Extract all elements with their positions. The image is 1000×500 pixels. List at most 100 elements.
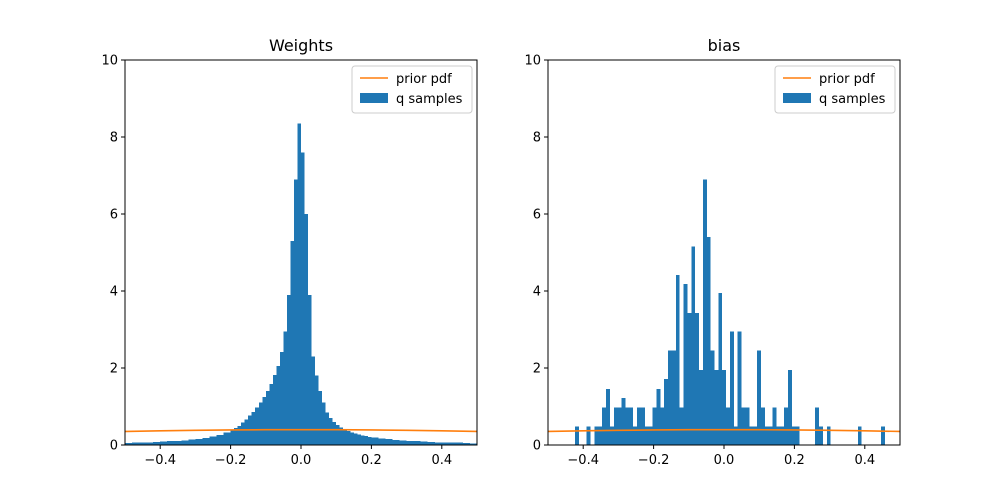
histogram-bar: [714, 369, 719, 445]
histogram-bar: [364, 436, 368, 445]
x-tick-label: −0.4: [567, 453, 599, 468]
histogram-bar: [660, 407, 665, 445]
histogram-bar: [629, 407, 634, 445]
histogram-bar: [462, 443, 470, 445]
histogram-bar: [656, 389, 661, 445]
histogram-bar: [613, 407, 618, 445]
histogram-bar: [675, 274, 680, 445]
histogram-bar: [153, 441, 161, 445]
histogram-bar: [325, 412, 330, 445]
histogram-bar: [279, 351, 284, 445]
histogram-bar: [772, 407, 777, 445]
histogram-bar: [318, 391, 323, 445]
histogram-bar: [241, 422, 245, 445]
histogram-bar: [392, 439, 400, 445]
y-tick-label: 8: [533, 131, 541, 146]
histogram-bar: [760, 407, 765, 445]
histogram-bar: [202, 438, 210, 445]
histogram-bar: [633, 426, 638, 445]
histogram-bar: [339, 427, 344, 445]
histogram-bar: [346, 431, 351, 445]
histogram-bar: [301, 152, 305, 445]
histogram-bar: [819, 426, 823, 445]
legend-label-prior-pdf: prior pdf: [396, 72, 452, 87]
histogram-bar: [258, 402, 263, 445]
y-tick-label: 10: [101, 54, 118, 69]
x-tick-label: 0.0: [714, 453, 735, 468]
histogram-bar: [420, 441, 428, 445]
histogram-bar: [586, 426, 591, 445]
histogram-bar: [857, 426, 862, 445]
histogram-bar: [139, 442, 147, 445]
histogram-bar: [209, 436, 217, 445]
chart-title: bias: [708, 36, 741, 55]
x-tick-label: −0.2: [215, 453, 247, 468]
histogram-bar: [230, 430, 235, 445]
legend-label-q-samples: q samples: [819, 92, 886, 107]
histogram-bar: [234, 428, 238, 445]
histogram-bar: [699, 369, 703, 445]
histogram-bar: [757, 350, 761, 445]
histogram-bar: [753, 426, 758, 445]
histogram-bar: [276, 366, 280, 445]
histogram-bar: [360, 435, 365, 445]
histogram-bar: [434, 442, 442, 445]
histogram-bar: [290, 240, 294, 445]
histogram-bar: [181, 440, 189, 445]
histogram-bar: [664, 378, 669, 445]
histogram-bar: [146, 442, 154, 445]
y-tick-label: 0: [110, 439, 118, 454]
histogram-bar: [644, 426, 649, 445]
x-tick-label: 0.4: [431, 453, 452, 468]
histogram-bar: [385, 439, 393, 445]
histogram-bar: [272, 374, 277, 445]
histogram-bar: [671, 350, 676, 445]
histogram-bar: [625, 407, 630, 445]
histogram-bar: [648, 426, 653, 445]
histogram-bar: [286, 294, 291, 445]
histogram-bar: [880, 426, 885, 445]
histogram-bar: [780, 426, 785, 445]
histogram-bar: [598, 426, 603, 445]
histogram-bar: [469, 443, 477, 445]
histogram-bar: [216, 434, 224, 445]
histogram-bar: [311, 356, 316, 445]
histogram-bar: [575, 426, 579, 445]
histogram-bar: [668, 350, 672, 445]
x-tick-label: 0.2: [361, 453, 382, 468]
histogram-bar: [188, 439, 196, 445]
chart-title: Weights: [269, 36, 333, 55]
y-tick-label: 10: [524, 54, 541, 69]
histogram-bar: [244, 419, 249, 445]
histogram-bar: [223, 432, 231, 445]
histogram-bar: [441, 442, 449, 445]
histogram-bar: [251, 411, 256, 445]
histogram-bar: [455, 442, 463, 445]
histogram-bar: [702, 179, 707, 445]
histogram-bar: [733, 426, 738, 445]
y-tick-label: 0: [533, 439, 541, 454]
legend-label-prior-pdf: prior pdf: [819, 72, 875, 87]
histogram-bar: [687, 312, 692, 445]
y-tick-label: 6: [533, 208, 541, 223]
histogram-bar: [283, 331, 287, 445]
histogram-bar: [741, 407, 746, 445]
chart-panel-0: Weights −0.4 −0.2 0.0 0.2 0.4 0 2 4 6 8 10 prior pdf…: [101, 36, 478, 468]
histogram-bar: [132, 442, 140, 445]
histogram-bar: [406, 440, 414, 445]
histogram-bar: [788, 369, 792, 445]
histogram-bar: [637, 407, 641, 445]
histogram-bar: [427, 441, 435, 445]
x-tick-label: −0.2: [638, 453, 670, 468]
histogram-bar: [784, 407, 789, 445]
histogram-bar: [293, 179, 298, 445]
histogram-bar: [722, 369, 727, 445]
histogram-bar: [269, 384, 273, 445]
histogram-bar: [265, 391, 270, 445]
histogram-bar: [237, 425, 242, 445]
histogram-bar: [706, 237, 711, 445]
histogram-bar: [745, 407, 750, 445]
histogram-bar: [764, 426, 769, 445]
histogram-bar: [353, 433, 358, 445]
